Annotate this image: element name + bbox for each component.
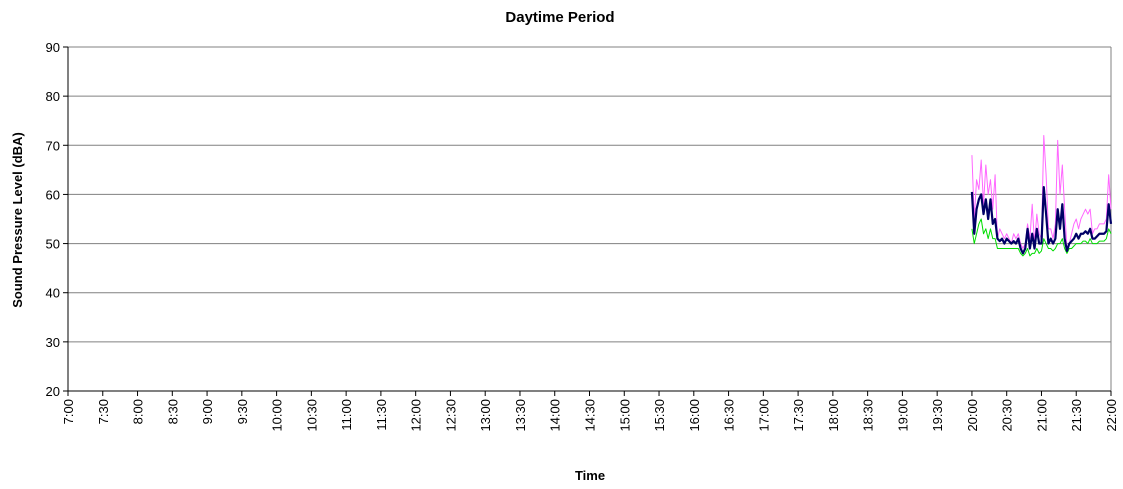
x-tick-label: 10:30	[304, 399, 319, 432]
x-tick-label: 20:00	[965, 399, 980, 432]
x-tick-label: 7:00	[61, 399, 76, 424]
x-tick-label: 18:30	[861, 399, 876, 432]
x-tick-label: 13:30	[513, 399, 528, 432]
y-tick-label: 50	[46, 237, 60, 252]
x-tick-label: 19:00	[895, 399, 910, 432]
x-tick-label: 11:30	[374, 399, 389, 431]
y-tick-label: 90	[46, 40, 60, 55]
x-tick-label: 21:30	[1069, 399, 1084, 432]
x-tick-label: 15:30	[652, 399, 667, 432]
y-tick-label: 40	[46, 286, 60, 301]
y-axis-title: Sound Pressure Level (dBA)	[10, 132, 25, 308]
x-tick-label: 14:00	[548, 399, 563, 432]
x-tick-label: 17:00	[756, 399, 771, 432]
x-tick-label: 14:30	[583, 399, 598, 432]
x-tick-label: 9:00	[200, 399, 215, 424]
x-tick-label: 12:30	[443, 399, 458, 432]
x-tick-label: 7:30	[96, 399, 111, 424]
x-tick-label: 19:30	[930, 399, 945, 432]
x-tick-label: 22:00	[1104, 399, 1119, 432]
axes	[63, 46, 1112, 396]
gridlines	[68, 46, 1111, 343]
x-tick-label: 17:30	[791, 399, 806, 432]
y-tick-label: 20	[46, 384, 60, 399]
y-tick-label: 60	[46, 187, 60, 202]
x-tick-label: 8:30	[165, 399, 180, 424]
x-tick-label: 18:00	[826, 399, 841, 432]
y-tick-label: 80	[46, 89, 60, 104]
plot-series	[970, 134, 1113, 257]
series-line-2	[970, 185, 1113, 255]
x-tick-label: 12:00	[409, 399, 424, 432]
x-tick-label: 15:00	[617, 399, 632, 432]
x-tick-label: 9:30	[235, 399, 250, 424]
series-line-3	[971, 218, 1112, 257]
y-tick-label: 30	[46, 335, 60, 350]
x-tick-label: 16:30	[722, 399, 737, 432]
x-tick-label: 13:00	[478, 399, 493, 432]
y-tick-label: 70	[46, 138, 60, 153]
x-axis-title: Time	[575, 468, 605, 483]
x-tick-label: 20:30	[1000, 399, 1015, 432]
x-tick-label: 8:00	[131, 399, 146, 424]
x-tick-label: 11:00	[339, 399, 354, 431]
x-tick-label: 10:00	[270, 399, 285, 432]
chart-title: Daytime Period	[505, 9, 614, 26]
tick-labels: 20 30 40 50 60 70 80 90 7:00 7:30 8:00 8:30 9:00 9:30…	[46, 40, 1119, 432]
x-tick-label: 21:00	[1034, 399, 1049, 432]
x-tick-label: 16:00	[687, 399, 702, 432]
